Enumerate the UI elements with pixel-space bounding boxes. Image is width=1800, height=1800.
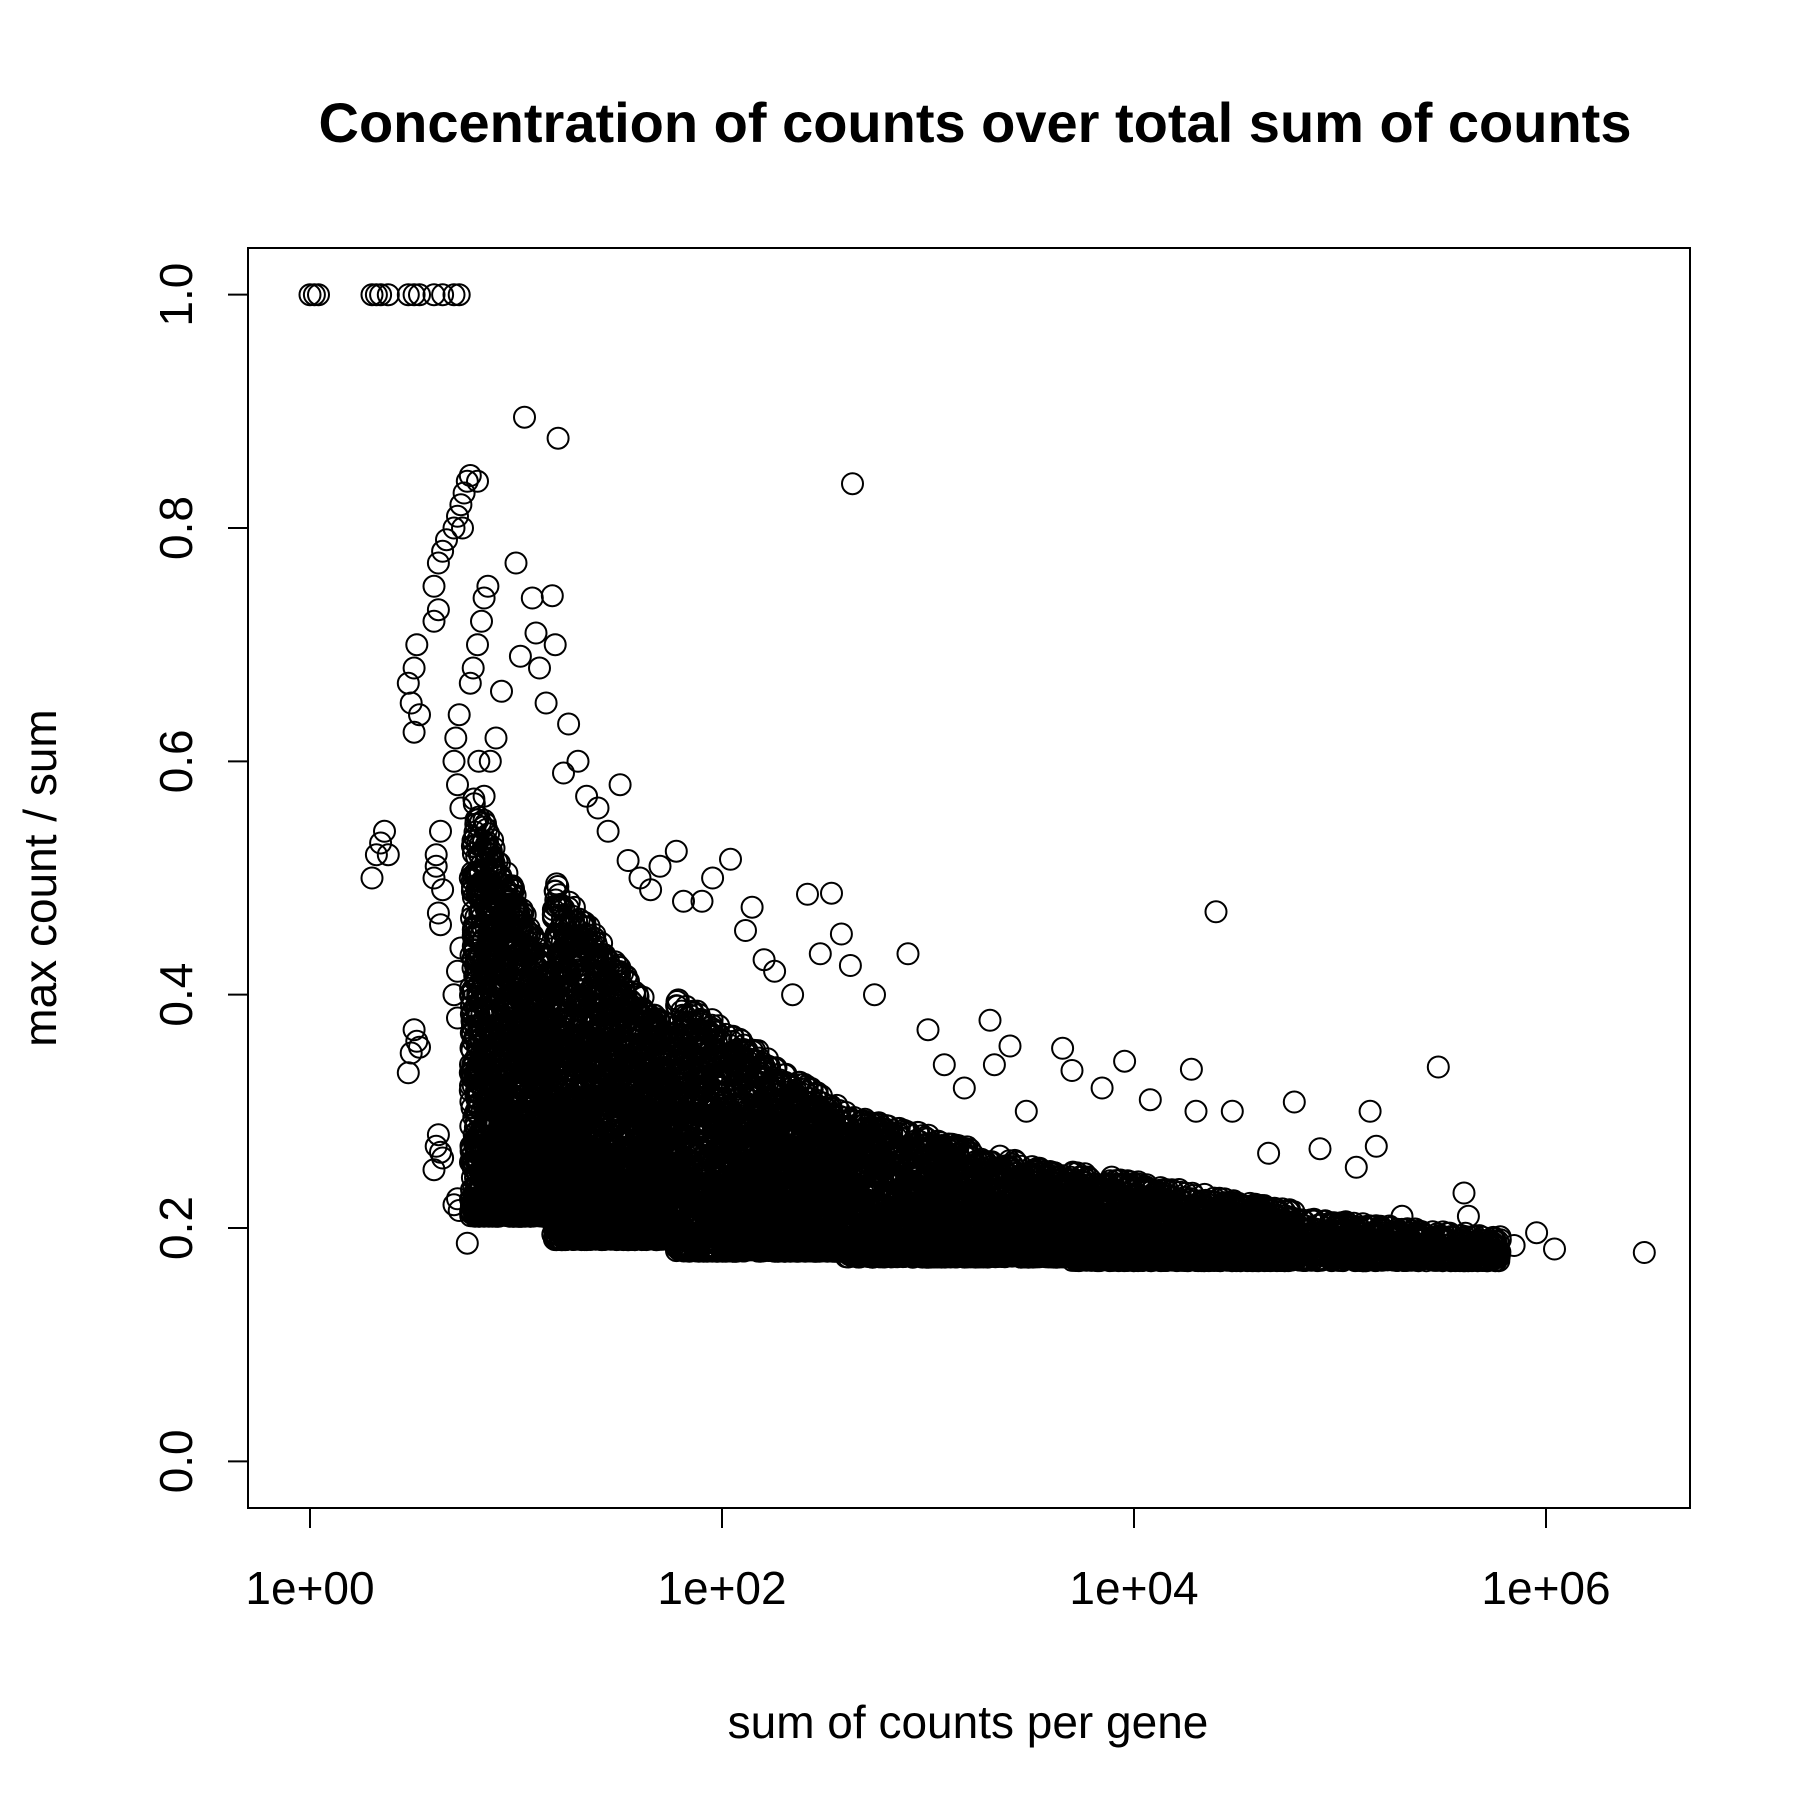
chart-title: Concentration of counts over total sum o… <box>319 91 1632 154</box>
y-tick-label: 0.6 <box>150 729 202 793</box>
y-tick-label: 0.2 <box>150 1196 202 1260</box>
y-tick-label: 0.8 <box>150 496 202 560</box>
x-tick-label: 1e+02 <box>657 1562 786 1614</box>
y-tick-label: 1.0 <box>150 263 202 327</box>
x-tick-label: 1e+04 <box>1069 1562 1198 1614</box>
x-tick-label: 1e+06 <box>1481 1562 1610 1614</box>
x-axis: 1e+00 1e+02 1e+04 1e+06 <box>245 1507 1611 1614</box>
data-points <box>298 283 1656 1273</box>
x-tick-label: 1e+00 <box>245 1562 374 1614</box>
y-tick-label: 0.4 <box>150 963 202 1027</box>
y-axis: 0.0 0.2 0.4 0.6 0.8 1.0 <box>150 263 249 1493</box>
y-tick-label: 0.0 <box>150 1429 202 1493</box>
